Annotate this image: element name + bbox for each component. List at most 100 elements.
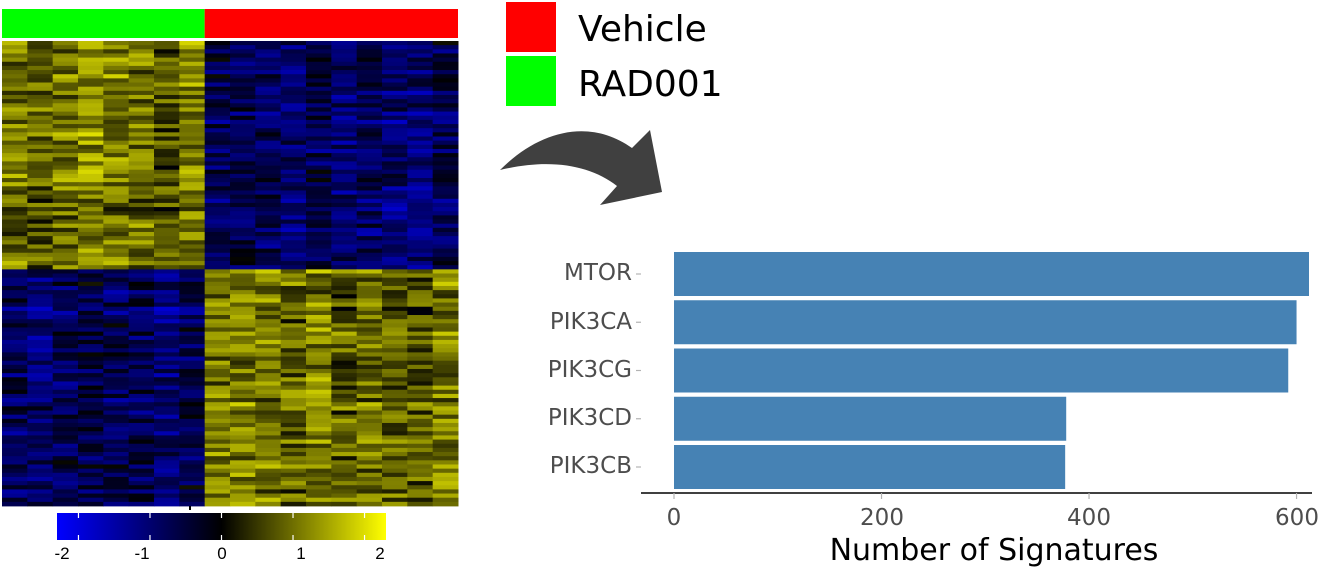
- heatmap-cell: [306, 368, 332, 374]
- heatmap-cell: [103, 493, 130, 499]
- heatmap-cell: [128, 435, 155, 440]
- heatmap-cell: [382, 290, 408, 295]
- annotation-bar-vehicle: [204, 9, 458, 38]
- heatmap-cell: [280, 78, 307, 83]
- heatmap-cell: [103, 223, 130, 229]
- heatmap-cell: [2, 435, 28, 440]
- heatmap-cell: [179, 485, 206, 490]
- heatmap-cell: [78, 186, 104, 191]
- heatmap-cell: [128, 252, 155, 258]
- heatmap-cell: [154, 290, 180, 295]
- heatmap-cell: [407, 157, 434, 162]
- heatmap-cell: [255, 173, 282, 179]
- heatmap-cell: [255, 169, 282, 175]
- heatmap-cell: [255, 427, 282, 432]
- heatmap-cell: [179, 319, 206, 324]
- heatmap-cell: [2, 323, 28, 328]
- heatmap-cell: [179, 364, 206, 370]
- heatmap-cell: [103, 290, 130, 295]
- heatmap-cell: [382, 252, 408, 258]
- heatmap-cell: [356, 231, 383, 237]
- heatmap-cell: [2, 381, 28, 386]
- heatmap-cell: [154, 61, 180, 67]
- heatmap-cell: [382, 410, 408, 416]
- heatmap-cell: [331, 452, 358, 457]
- heatmap-cell: [230, 460, 256, 465]
- heatmap-cell: [230, 447, 256, 453]
- heatmap-cell: [2, 256, 28, 262]
- heatmap-cell: [255, 481, 282, 486]
- heatmap-cell: [255, 119, 282, 125]
- bar-pik3cb: [674, 445, 1066, 489]
- heatmap-cell: [407, 219, 434, 225]
- heatmap-cell: [27, 103, 54, 108]
- heatmap-cell: [2, 124, 28, 129]
- heatmap-cell: [306, 435, 332, 440]
- heatmap-cell: [255, 194, 282, 200]
- heatmap-cell: [154, 223, 180, 229]
- heatmap-cell: [2, 269, 28, 274]
- heatmap-cell: [280, 418, 307, 424]
- heatmap-cell: [179, 456, 206, 461]
- heatmap-cell: [407, 182, 434, 187]
- heatmap-cell: [356, 373, 383, 378]
- heatmap-cell: [382, 373, 408, 378]
- heatmap-cell: [2, 74, 28, 79]
- heatmap-cell: [52, 285, 79, 291]
- heatmap-cell: [179, 414, 206, 420]
- heatmap-cell: [280, 335, 307, 341]
- heatmap-cell: [179, 82, 206, 88]
- heatmap-cell: [356, 273, 383, 279]
- heatmap-cell: [78, 377, 104, 382]
- heatmap-cell: [103, 319, 130, 324]
- heatmap-cell: [2, 443, 28, 449]
- heatmap-cell: [230, 414, 256, 420]
- heatmap-cell: [230, 82, 256, 88]
- heatmap-cell: [331, 344, 358, 349]
- heatmap-cell: [331, 215, 358, 220]
- heatmap-cell: [128, 157, 155, 162]
- heatmap-cell: [179, 248, 206, 254]
- heatmap-cell: [382, 472, 408, 478]
- heatmap-cell: [2, 90, 28, 96]
- heatmap-cell: [432, 281, 459, 287]
- heatmap-cell: [407, 53, 434, 59]
- heatmap-cell: [432, 398, 459, 403]
- heatmap-cell: [230, 368, 256, 374]
- heatmap-cell: [331, 269, 358, 274]
- heatmap-cell: [179, 281, 206, 287]
- heatmap-cell: [27, 190, 54, 196]
- heatmap-cell: [27, 57, 54, 63]
- heatmap-cell: [103, 182, 130, 187]
- heatmap-cell: [407, 103, 434, 108]
- heatmap-cell: [128, 481, 155, 486]
- heatmap-cell: [179, 422, 206, 428]
- heatmap-cell: [230, 140, 256, 146]
- heatmap-cell: [103, 194, 130, 200]
- heatmap-cell: [331, 290, 358, 295]
- heatmap-cell: [382, 418, 408, 424]
- heatmap-cell: [280, 443, 307, 449]
- heatmap-cell: [2, 252, 28, 258]
- heatmap-cell: [179, 178, 206, 183]
- heatmap-cell: [356, 431, 383, 436]
- heatmap-cell: [230, 94, 256, 100]
- heatmap-cell: [280, 252, 307, 258]
- heatmap-cell: [103, 447, 130, 453]
- heatmap-cell: [52, 410, 79, 416]
- heatmap-cell: [230, 198, 256, 204]
- heatmap-cell: [27, 485, 54, 490]
- heatmap-cell: [128, 74, 155, 79]
- heatmap-cell: [306, 90, 332, 96]
- heatmap-cell: [128, 198, 155, 204]
- heatmap-cell: [356, 115, 383, 121]
- heatmap-cell: [204, 410, 231, 416]
- heatmap-cell: [280, 468, 307, 474]
- heatmap-cell: [2, 481, 28, 486]
- heatmap-cell: [306, 86, 332, 92]
- heatmap-cell: [154, 161, 180, 166]
- heatmap-cell: [432, 190, 459, 196]
- heatmap-cell: [2, 94, 28, 100]
- heatmap-cell: [331, 398, 358, 403]
- heatmap-cell: [407, 447, 434, 453]
